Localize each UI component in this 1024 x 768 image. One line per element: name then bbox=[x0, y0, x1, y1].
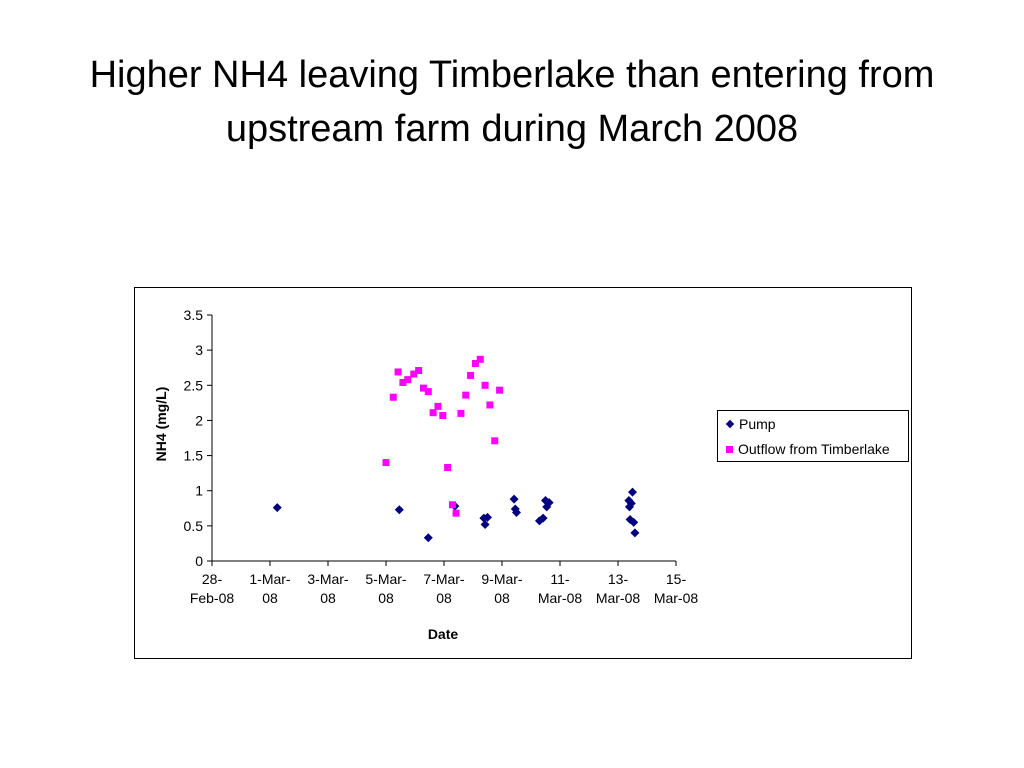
pump-data-point bbox=[512, 508, 521, 518]
outflow-data-point bbox=[462, 391, 470, 399]
chart-legend: Pump Outflow from Timberlake bbox=[717, 410, 909, 462]
chart-frame: 0 0.5 1 1.5 2 2.5 3 3.5 28-Feb-08 1-Mar-08 3-Mar-… bbox=[134, 287, 912, 659]
outflow-data-point bbox=[410, 370, 418, 378]
y-tick-label: 2.5 bbox=[184, 377, 204, 393]
outflow-data-point bbox=[415, 367, 423, 375]
x-tick-label: 1-Mar-08 bbox=[249, 571, 291, 606]
y-tick-label: 1 bbox=[195, 483, 203, 499]
outflow-data-point bbox=[389, 393, 397, 401]
y-tick-label: 3 bbox=[195, 342, 203, 358]
pump-data-point bbox=[394, 505, 404, 515]
outflow-data-point bbox=[444, 464, 452, 472]
pump-data-point bbox=[483, 512, 492, 522]
legend-square-marker bbox=[726, 445, 733, 453]
outflow-data-point bbox=[496, 386, 504, 394]
outflow-data-point bbox=[481, 381, 489, 389]
y-tick-label: 2 bbox=[195, 412, 203, 428]
legend-label-outflow: Outflow from Timberlake bbox=[738, 441, 890, 457]
y-axis: 0 0.5 1 1.5 2 2.5 3 3.5 bbox=[184, 307, 213, 569]
series-markers bbox=[272, 355, 640, 543]
outflow-data-point bbox=[448, 501, 456, 509]
x-tick-label: 5-Mar-08 bbox=[365, 571, 407, 606]
pump-data-point bbox=[509, 494, 519, 504]
outflow-data-point bbox=[429, 409, 437, 417]
outflow-data-point bbox=[452, 509, 460, 517]
legend-item-outflow: Outflow from Timberlake bbox=[726, 440, 890, 458]
pump-data-point bbox=[544, 498, 554, 508]
pump-data-point bbox=[480, 519, 490, 529]
slide-title-line-1: Higher NH4 leaving Timberlake than enter… bbox=[89, 54, 935, 96]
pump-data-point bbox=[534, 516, 544, 526]
outflow-data-point bbox=[434, 402, 442, 410]
pump-data-point bbox=[272, 503, 282, 513]
outflow-data-point bbox=[439, 412, 447, 420]
y-tick-label: 0.5 bbox=[184, 518, 204, 534]
outflow-data-point bbox=[457, 409, 465, 417]
x-tick-label: 15-Mar-08 bbox=[654, 571, 699, 606]
pump-data-point bbox=[542, 502, 552, 512]
outflow-data-point bbox=[491, 437, 499, 445]
outflow-data-point bbox=[424, 388, 432, 396]
pump-data-point bbox=[538, 513, 548, 523]
outflow-data-point bbox=[394, 368, 402, 376]
pump-data-point bbox=[629, 517, 639, 527]
outflow-data-point bbox=[382, 459, 390, 467]
outflow-data-point bbox=[467, 371, 475, 379]
outflow-data-point bbox=[476, 355, 484, 363]
outflow-data-point bbox=[486, 401, 494, 409]
x-tick-label: 28-Feb-08 bbox=[190, 571, 235, 606]
scatter-chart: 0 0.5 1 1.5 2 2.5 3 3.5 28-Feb-08 1-Mar-08 3-Mar-… bbox=[153, 307, 699, 642]
pump-data-point bbox=[625, 515, 635, 525]
y-axis-title: NH4 (mg/L) bbox=[153, 387, 169, 462]
outflow-data-point bbox=[471, 359, 479, 367]
x-tick-label: 7-Mar-08 bbox=[423, 571, 465, 606]
legend-item-pump: Pump bbox=[725, 415, 776, 433]
outflow-data-point bbox=[419, 384, 427, 392]
legend-label-pump: Pump bbox=[739, 416, 776, 432]
pump-data-point bbox=[423, 533, 433, 543]
slide-title: Higher NH4 leaving Timberlake than enter… bbox=[40, 48, 984, 156]
legend-diamond-marker bbox=[725, 419, 735, 429]
x-axis: 28-Feb-08 1-Mar-08 3-Mar-08 5-Mar-08 7-Mar-0… bbox=[190, 560, 699, 606]
x-tick-label: 13-Mar-08 bbox=[596, 571, 641, 606]
slide-title-line-2: upstream farm during March 2008 bbox=[225, 108, 799, 150]
x-tick-label: 3-Mar-08 bbox=[307, 571, 349, 606]
outflow-data-point bbox=[399, 378, 407, 386]
pump-data-point bbox=[630, 528, 640, 538]
pump-data-point bbox=[628, 487, 637, 497]
y-tick-label: 1.5 bbox=[184, 448, 204, 464]
outflow-data-point bbox=[404, 376, 412, 384]
pump-data-point bbox=[626, 498, 636, 508]
y-tick-label: 0 bbox=[195, 553, 203, 569]
x-tick-label: 11-Mar-08 bbox=[538, 571, 583, 606]
x-axis-title: Date bbox=[428, 626, 459, 642]
x-tick-label: 9-Mar-08 bbox=[481, 571, 523, 606]
y-tick-label: 3.5 bbox=[184, 307, 204, 323]
